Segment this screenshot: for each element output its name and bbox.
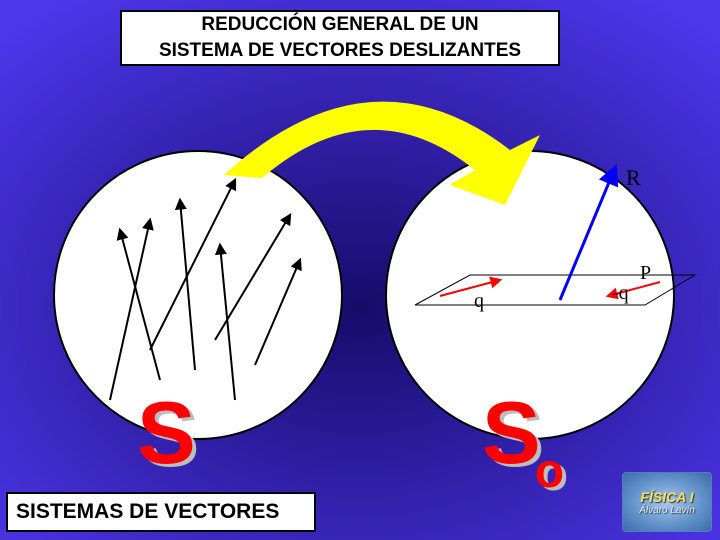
label-minus-q: -q <box>612 282 629 305</box>
slide-footer: SISTEMAS DE VECTORES <box>6 492 316 532</box>
label-q: q <box>474 290 484 313</box>
slide-title: REDUCCIÓN GENERAL DE UN SISTEMA DE VECTO… <box>120 10 560 66</box>
title-line-2: SISTEMA DE VECTORES DESLIZANTES <box>122 38 558 64</box>
label-R: R <box>626 165 641 191</box>
title-line-1: REDUCCIÓN GENERAL DE UN <box>122 12 558 38</box>
label-P: P <box>640 262 651 285</box>
course-logo: FÍSICA I Álvaro Lavín <box>622 472 712 532</box>
logo-line-2: Álvaro Lavín <box>639 505 695 516</box>
logo-line-1: FÍSICA I <box>640 489 693 505</box>
